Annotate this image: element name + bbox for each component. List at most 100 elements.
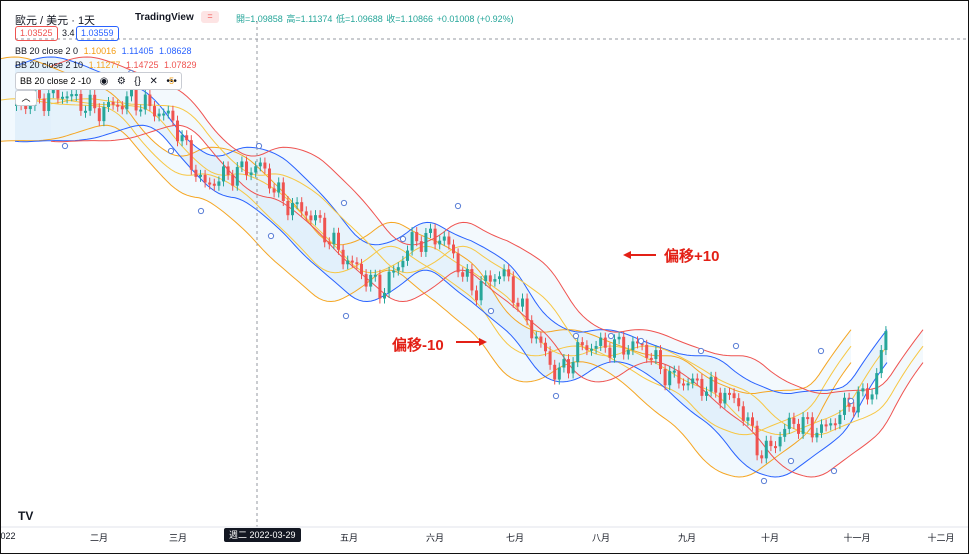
candle — [705, 391, 708, 396]
candle — [539, 336, 543, 343]
candle — [636, 341, 639, 344]
chevron-up-icon[interactable]: ︿ — [15, 90, 37, 106]
candle — [162, 113, 166, 116]
more-icon[interactable]: ••• — [166, 76, 177, 87]
candle — [332, 232, 336, 245]
bb-basis-plus10 — [50, 98, 924, 436]
candle — [203, 174, 207, 183]
spread-label: 3.4 — [62, 28, 75, 38]
band-touch-marker — [399, 235, 407, 243]
candle — [364, 274, 368, 287]
indicator-bb-plus10[interactable]: BB 20 close 2 10 1.11277 1.14725 1.07829 — [15, 60, 197, 70]
band-touch-marker — [697, 347, 705, 355]
band-touch-marker — [847, 397, 855, 405]
candle — [461, 272, 465, 277]
candle — [815, 432, 819, 438]
candle — [686, 383, 690, 386]
candle — [424, 232, 428, 252]
candle — [189, 140, 193, 170]
candle — [613, 339, 616, 358]
candle — [810, 417, 814, 438]
indicator-bb-minus10[interactable]: BB 20 close 2 -10 ◉ ⚙ {} ✕ ••• — [15, 72, 182, 90]
candle — [240, 161, 244, 168]
candle — [185, 135, 189, 141]
candle — [97, 108, 101, 122]
candle — [295, 202, 299, 205]
candle — [438, 240, 442, 245]
x-axis-label: 十二月 — [927, 533, 955, 543]
candle — [654, 350, 658, 360]
candle — [603, 337, 607, 348]
candle — [879, 350, 883, 374]
close-icon[interactable]: ✕ — [149, 76, 158, 87]
symbol-title[interactable]: 歐元 / 美元 · 1天 — [15, 15, 96, 27]
candle — [843, 397, 846, 415]
candle — [571, 362, 575, 374]
candle — [760, 455, 764, 459]
sell-button[interactable]: 1.03525 — [15, 26, 58, 41]
candle — [617, 336, 621, 340]
candle — [498, 276, 501, 280]
candle — [28, 105, 32, 110]
candle — [235, 167, 239, 186]
candle — [783, 428, 787, 437]
candle — [801, 417, 805, 434]
settings-icon[interactable]: ⚙ — [116, 76, 126, 87]
indicator-label: BB 20 close 2 0 — [15, 46, 79, 56]
band-touch-marker — [572, 332, 580, 340]
candle — [870, 394, 874, 400]
candle — [74, 93, 78, 96]
low-value: 低=1.09688 — [335, 14, 383, 24]
candle — [599, 337, 603, 346]
eye-icon[interactable]: ◉ — [99, 76, 109, 87]
candle — [116, 104, 120, 107]
candle — [93, 94, 97, 109]
candle — [194, 169, 198, 177]
candle — [585, 345, 589, 351]
x-axis-label: 七月 — [505, 533, 525, 543]
candle — [304, 211, 308, 216]
candle — [502, 269, 506, 277]
market-status-icon[interactable]: = — [201, 11, 219, 23]
candle — [410, 232, 414, 251]
candle — [723, 392, 727, 404]
candle — [557, 367, 561, 380]
band-touch-marker — [607, 332, 615, 340]
band-touch-marker — [787, 457, 795, 465]
candle — [608, 347, 612, 358]
candle — [226, 166, 230, 175]
candle — [465, 269, 469, 277]
candle — [852, 406, 856, 413]
candle — [199, 174, 202, 177]
band-touch-marker — [267, 232, 275, 240]
indicator-bb-0[interactable]: BB 20 close 2 0 1.10016 1.11405 1.08628 — [15, 46, 192, 56]
candle — [286, 200, 290, 216]
candle — [217, 181, 221, 186]
source-code-icon[interactable]: {} — [134, 76, 141, 87]
candle — [415, 232, 419, 242]
indicator-value: 1.07829 — [164, 60, 197, 70]
candle — [829, 423, 833, 426]
candle — [153, 106, 156, 117]
candle — [663, 369, 667, 386]
candle — [645, 344, 649, 358]
x-axis-label: 二月 — [89, 533, 109, 543]
candle — [47, 93, 51, 112]
candle — [245, 161, 248, 176]
candle — [594, 345, 598, 349]
bb-upper-0 — [14, 56, 888, 394]
buy-button[interactable]: 1.03559 — [76, 26, 119, 41]
candle — [254, 166, 258, 173]
candle — [488, 275, 492, 282]
candle — [452, 244, 455, 254]
candle — [668, 371, 672, 386]
annotation-minus10: 偏移-10 — [392, 337, 444, 354]
bb-lower-0 — [14, 124, 888, 478]
indicator-value: 1.14725 — [125, 60, 159, 70]
candle — [631, 341, 635, 351]
candle — [475, 290, 478, 301]
candle — [212, 183, 216, 186]
candle — [682, 383, 685, 386]
